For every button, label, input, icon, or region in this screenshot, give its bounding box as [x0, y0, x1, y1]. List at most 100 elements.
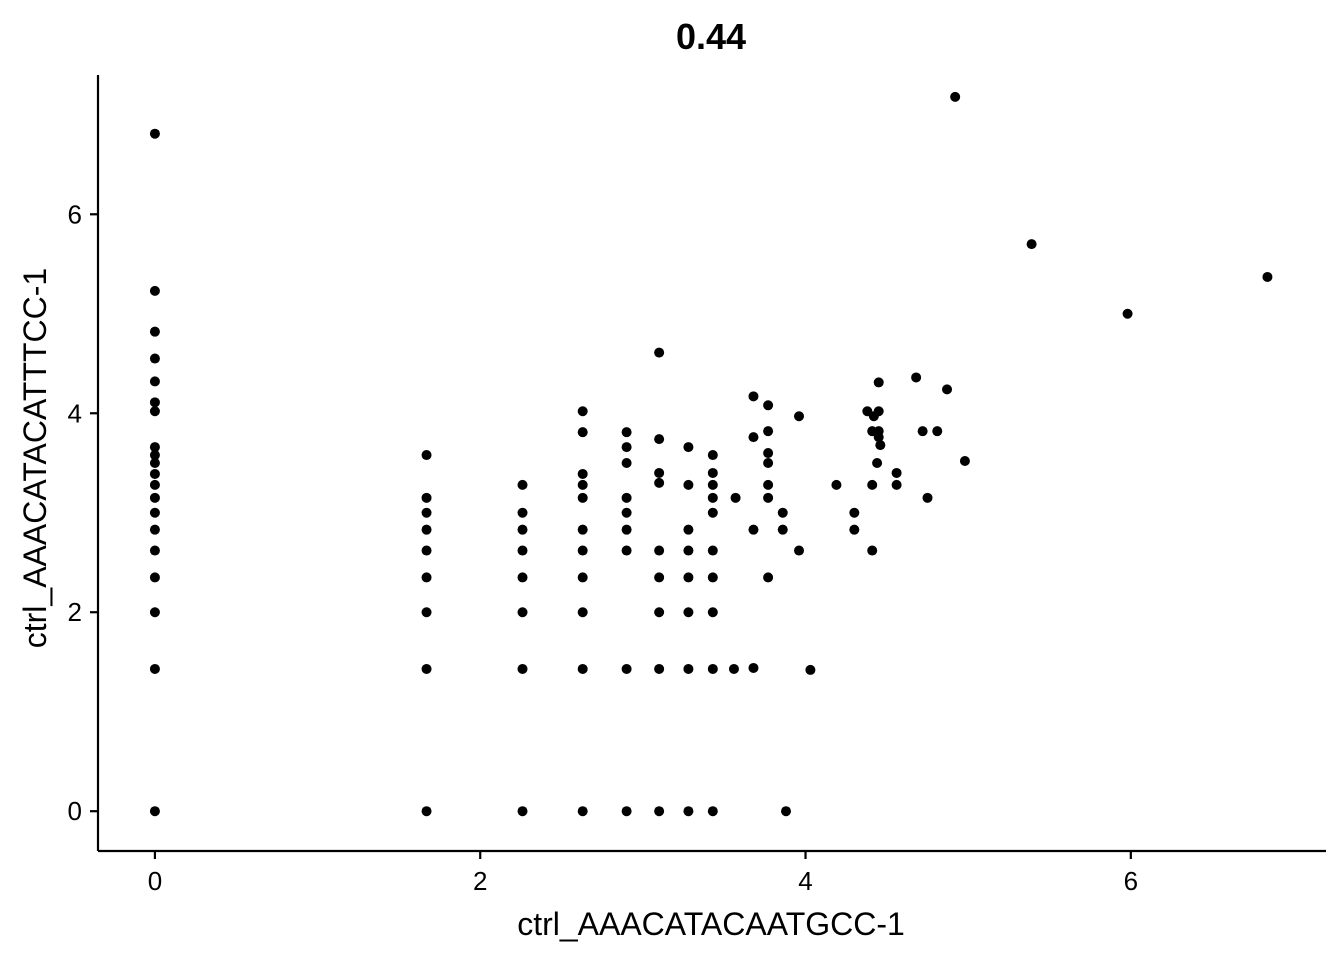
data-point: [959, 456, 970, 467]
data-point: [654, 477, 665, 488]
x-axis-label: ctrl_AAACATACAATGCC-1: [517, 906, 905, 942]
data-point: [421, 492, 432, 503]
data-point: [707, 492, 718, 503]
data-point: [421, 450, 432, 461]
data-point: [149, 285, 160, 296]
data-point: [621, 663, 632, 674]
data-point: [683, 607, 694, 618]
data-point: [517, 479, 528, 490]
data-point: [707, 507, 718, 518]
data-point: [873, 377, 884, 388]
x-tick-label: 0: [148, 866, 162, 896]
data-point: [149, 507, 160, 518]
data-point: [875, 440, 886, 451]
data-point: [794, 545, 805, 556]
data-point: [149, 406, 160, 417]
data-point: [763, 572, 774, 583]
data-point: [805, 664, 816, 675]
data-point: [517, 507, 528, 518]
data-point: [149, 128, 160, 139]
data-point: [748, 432, 759, 443]
data-point: [707, 663, 718, 674]
data-point: [683, 524, 694, 535]
data-point: [873, 426, 884, 437]
data-point: [794, 411, 805, 422]
data-point: [867, 479, 878, 490]
data-point: [577, 524, 588, 535]
data-point: [922, 492, 933, 503]
data-point: [683, 806, 694, 817]
data-point: [654, 434, 665, 445]
data-point: [763, 426, 774, 437]
data-point: [654, 467, 665, 478]
data-point: [849, 524, 860, 535]
data-point: [849, 507, 860, 518]
data-point: [149, 524, 160, 535]
x-axis-ticks: 0 2 4 6: [148, 851, 1138, 896]
data-point: [149, 492, 160, 503]
x-tick-label: 4: [798, 866, 812, 896]
data-point: [621, 806, 632, 817]
data-point: [867, 545, 878, 556]
data-point: [707, 479, 718, 490]
data-point: [621, 427, 632, 438]
y-tick-label: 2: [68, 597, 82, 627]
data-point: [683, 442, 694, 453]
data-point: [654, 607, 665, 618]
data-point: [748, 391, 759, 402]
data-point: [577, 572, 588, 583]
data-point: [577, 545, 588, 556]
data-point: [728, 663, 739, 674]
data-point: [763, 479, 774, 490]
data-point: [707, 572, 718, 583]
data-point: [421, 663, 432, 674]
y-axis-label: ctrl_AAACATACATTTCC-1: [17, 268, 53, 648]
data-point: [421, 524, 432, 535]
data-point: [149, 397, 160, 408]
data-point: [149, 450, 160, 461]
data-point: [421, 545, 432, 556]
scatter-points: [149, 91, 1273, 817]
data-point: [517, 524, 528, 535]
data-point: [149, 572, 160, 583]
y-tick-label: 6: [68, 199, 82, 229]
data-point: [654, 545, 665, 556]
x-tick-label: 2: [473, 866, 487, 896]
data-point: [781, 806, 792, 817]
data-point: [517, 607, 528, 618]
data-point: [149, 479, 160, 490]
y-tick-label: 4: [68, 398, 82, 428]
data-point: [517, 572, 528, 583]
data-point: [149, 545, 160, 556]
data-point: [421, 806, 432, 817]
data-point: [891, 479, 902, 490]
data-point: [654, 663, 665, 674]
data-point: [421, 607, 432, 618]
data-point: [683, 479, 694, 490]
data-point: [932, 426, 943, 437]
data-point: [942, 384, 953, 395]
data-point: [730, 492, 741, 503]
data-point: [707, 607, 718, 618]
data-point: [517, 545, 528, 556]
data-point: [621, 458, 632, 468]
data-point: [621, 524, 632, 535]
x-tick-label: 6: [1124, 866, 1138, 896]
data-point: [149, 468, 160, 479]
chart-title: 0.44: [676, 16, 746, 57]
y-tick-label: 0: [68, 796, 82, 826]
data-point: [950, 91, 961, 102]
data-point: [577, 406, 588, 417]
data-point: [517, 806, 528, 817]
data-point: [517, 663, 528, 674]
data-point: [763, 448, 774, 459]
data-point: [149, 806, 160, 817]
data-point: [621, 507, 632, 518]
data-point: [1122, 308, 1133, 319]
data-point: [654, 806, 665, 817]
data-point: [707, 545, 718, 556]
data-point: [149, 458, 160, 468]
data-point: [621, 545, 632, 556]
data-point: [748, 524, 759, 535]
